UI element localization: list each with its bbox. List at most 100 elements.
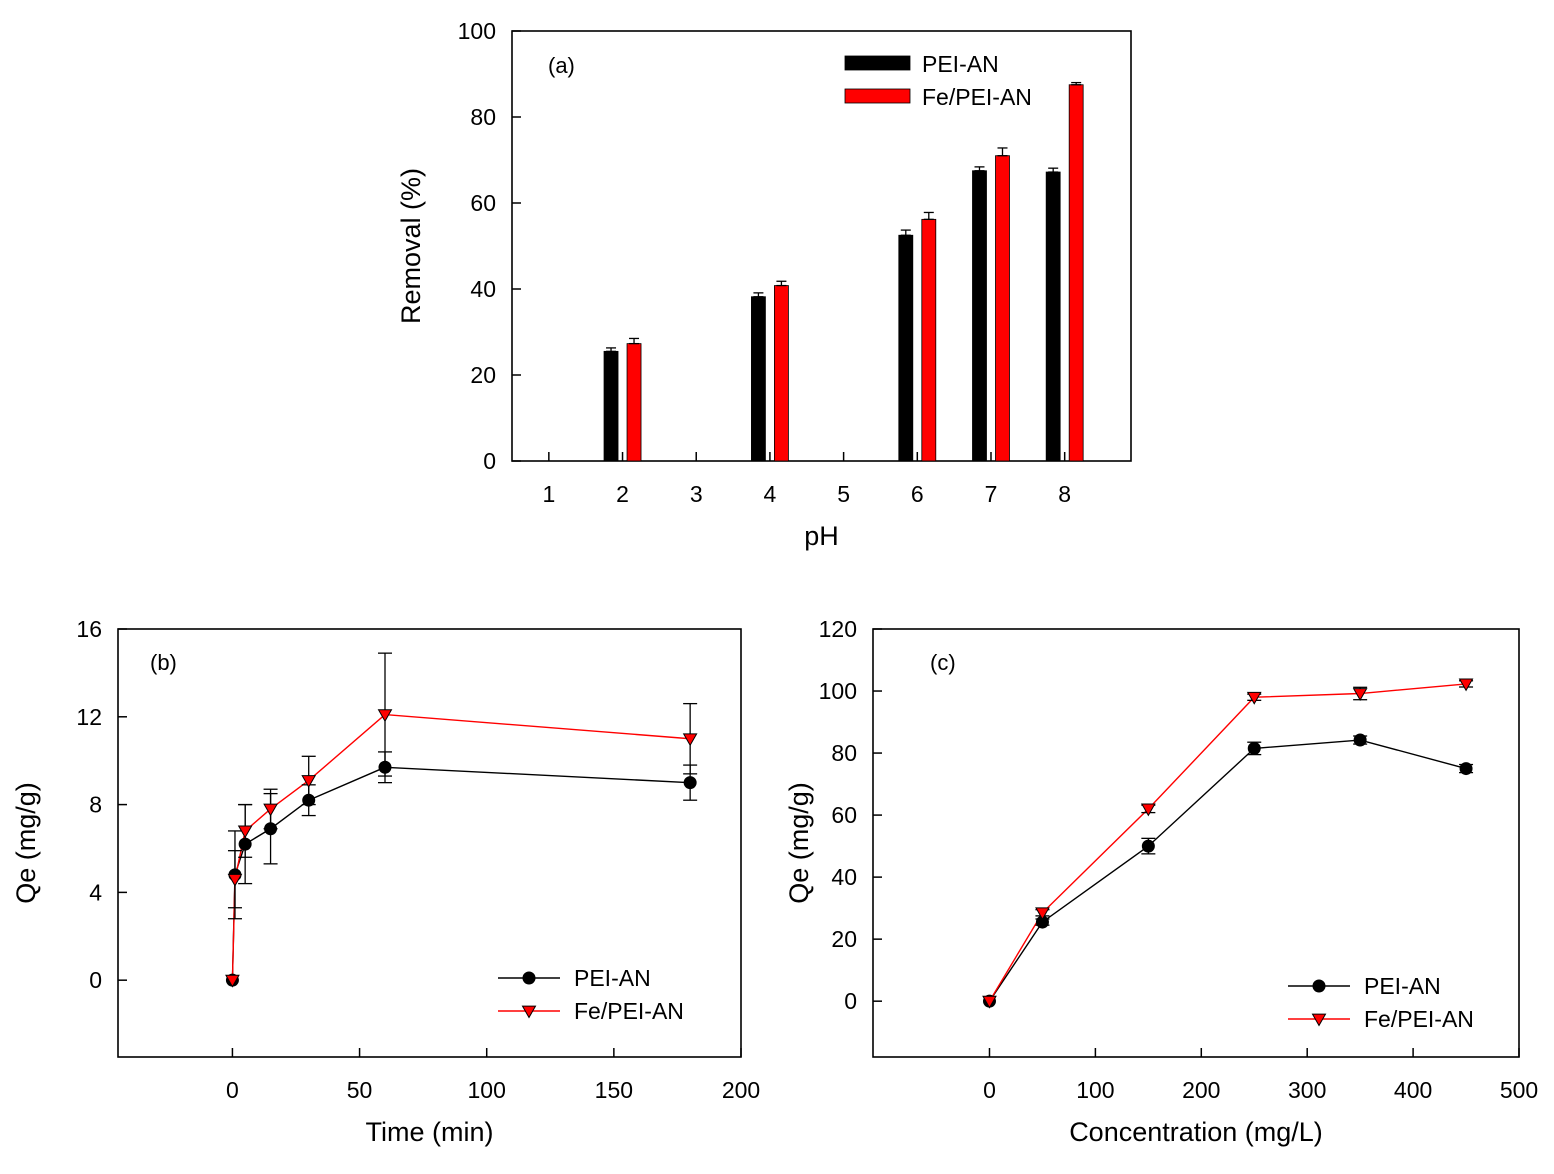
bar-a-s0-3 <box>972 170 987 462</box>
plot-frame-a <box>511 30 1132 462</box>
point-c-s0-2 <box>1141 839 1155 853</box>
x-tick-label-b-0: 0 <box>226 1077 239 1103</box>
panel-a-bar-chart: 0 20 40 60 80 100 1 2 3 4 5 6 7 8 (a) pH Removal (%) PEI-… <box>396 18 1132 551</box>
x-axis-label-c: Concentration (mg/L) <box>1069 1117 1323 1147</box>
legend-label-a-1: Fe/PEI-AN <box>922 84 1032 110</box>
x-tick-label-a-5: 6 <box>911 481 924 507</box>
plot-frame-b <box>117 628 742 1058</box>
y-tick-label-a-5: 100 <box>458 18 496 44</box>
panel-label-c: (c) <box>930 650 956 675</box>
y-tick-label-b-3: 12 <box>76 704 102 730</box>
x-tick-label-a-3: 4 <box>764 481 777 507</box>
error-bar-a-s1-0 <box>629 337 640 345</box>
bar-a-s0-1 <box>751 296 766 462</box>
bar-a-s0-0 <box>603 350 619 462</box>
y-tick-label-c-6: 120 <box>819 616 857 642</box>
x-tick-label-a-0: 1 <box>542 481 555 507</box>
plot-frame-c <box>872 628 1520 1058</box>
y-tick-label-c-1: 20 <box>831 926 857 952</box>
x-tick-label-a-7: 8 <box>1058 481 1071 507</box>
error-bar-a-s0-4 <box>1048 167 1059 173</box>
point-b-s1-5 <box>377 709 393 723</box>
y-tick-label-c-2: 40 <box>831 864 857 890</box>
error-bar-a-s0-2 <box>900 229 911 236</box>
x-tick-label-b-2: 100 <box>468 1077 506 1103</box>
point-c-s1-2 <box>1140 803 1156 817</box>
point-c-s1-4 <box>1352 688 1368 702</box>
x-tick-label-c-3: 300 <box>1288 1077 1326 1103</box>
point-c-s0-5 <box>1459 762 1473 776</box>
x-tick-label-a-6: 7 <box>985 481 998 507</box>
point-c-s0-3 <box>1247 741 1261 755</box>
legend-swatch-a-1 <box>844 88 911 104</box>
error-bar-a-s1-3 <box>997 147 1008 157</box>
error-bar-a-s1-2 <box>923 211 934 220</box>
bar-a-s1-3 <box>995 155 1010 462</box>
bar-a-s1-0 <box>626 343 642 462</box>
x-tick-label-c-5: 500 <box>1500 1077 1538 1103</box>
error-bar-a-s0-1 <box>753 292 764 298</box>
y-tick-label-c-4: 80 <box>831 740 857 766</box>
y-tick-label-b-2: 8 <box>89 792 102 818</box>
x-axis-label-b: Time (min) <box>366 1117 494 1147</box>
x-tick-label-b-1: 50 <box>347 1077 373 1103</box>
point-b-s1-1 <box>227 873 243 887</box>
x-tick-label-c-2: 200 <box>1182 1077 1220 1103</box>
panel-b-kinetics-chart: 0 4 8 12 16 0 50 100 150 200 (b) Time (min) Qe (mg/g… <box>11 616 760 1147</box>
x-tick-label-c-0: 0 <box>983 1077 996 1103</box>
point-c-s1-5 <box>1458 678 1474 692</box>
legend-label-c-1: Fe/PEI-AN <box>1364 1006 1474 1032</box>
point-b-s0-5 <box>378 760 392 774</box>
point-c-s1-3 <box>1246 691 1262 705</box>
legend-marker-c-0 <box>1312 979 1326 993</box>
series-line-c-0 <box>988 739 1467 1002</box>
error-bar-a-s0-3 <box>974 166 985 172</box>
y-tick-label-c-0: 0 <box>844 988 857 1014</box>
x-tick-label-b-4: 200 <box>722 1077 760 1103</box>
legend-label-a-0: PEI-AN <box>922 51 999 77</box>
error-bar-a-s1-1 <box>776 280 787 287</box>
y-tick-label-a-4: 80 <box>470 104 496 130</box>
point-c-s1-0 <box>982 995 997 1009</box>
bar-a-s1-2 <box>921 218 937 462</box>
y-tick-label-a-2: 40 <box>470 276 496 302</box>
panel-c-isotherm-chart: 0 20 40 60 80 100 120 0 100 200 300 400 500 (c) Concen… <box>784 616 1538 1147</box>
point-b-s1-0 <box>225 974 240 988</box>
series-line-b-1 <box>231 713 691 981</box>
error-bar-a-s0-0 <box>606 347 617 353</box>
point-b-s0-4 <box>302 793 316 807</box>
legend-label-b-0: PEI-AN <box>574 965 651 991</box>
y-axis-label-b: Qe (mg/g) <box>11 782 41 904</box>
point-b-s1-2 <box>237 825 253 839</box>
point-c-s0-4 <box>1353 733 1367 747</box>
bar-a-s1-1 <box>774 285 789 462</box>
y-tick-label-b-4: 16 <box>76 616 102 642</box>
x-tick-label-c-4: 400 <box>1394 1077 1432 1103</box>
x-tick-label-a-2: 3 <box>690 481 703 507</box>
y-tick-label-a-0: 0 <box>483 448 496 474</box>
point-b-s0-2 <box>238 837 252 851</box>
y-tick-label-c-5: 100 <box>819 678 857 704</box>
series-line-b-0 <box>231 766 691 981</box>
point-b-s0-6 <box>683 776 697 790</box>
x-tick-label-b-3: 150 <box>595 1077 633 1103</box>
y-tick-label-a-3: 60 <box>470 190 496 216</box>
legend-marker-c-1 <box>1311 1013 1327 1027</box>
panel-label-b: (b) <box>150 650 177 675</box>
y-tick-label-b-0: 0 <box>89 967 102 993</box>
point-b-s1-6 <box>682 733 698 747</box>
legend-swatch-a-0 <box>844 55 911 71</box>
legend-marker-b-1 <box>521 1005 537 1019</box>
x-tick-label-c-1: 100 <box>1076 1077 1114 1103</box>
legend-label-c-0: PEI-AN <box>1364 973 1441 999</box>
point-c-s1-1 <box>1035 907 1050 921</box>
y-tick-label-c-3: 60 <box>831 802 857 828</box>
legend-marker-b-0 <box>522 971 536 985</box>
legend-label-b-1: Fe/PEI-AN <box>574 998 684 1024</box>
bar-a-s0-4 <box>1045 171 1061 462</box>
point-b-s1-3 <box>263 803 278 817</box>
y-axis-label-c: Qe (mg/g) <box>784 782 814 904</box>
x-tick-label-a-4: 5 <box>837 481 850 507</box>
series-line-c-1 <box>988 683 1467 1002</box>
